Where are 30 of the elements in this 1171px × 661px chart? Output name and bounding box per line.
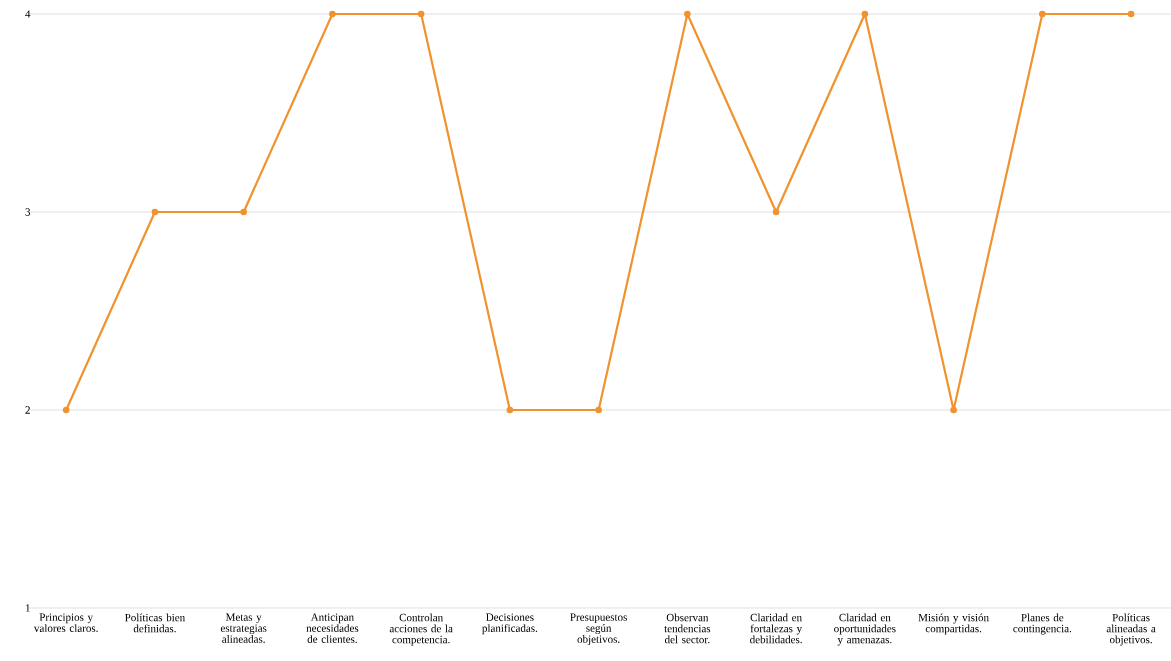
point	[1127, 10, 1135, 18]
y-tick-label: 1	[25, 604, 30, 612]
point	[240, 208, 247, 216]
point	[684, 10, 691, 18]
y-tick-label: 4	[25, 10, 31, 18]
point	[595, 406, 602, 414]
x-tick-label: Planes de contingencia.	[1013, 613, 1072, 635]
point	[861, 10, 869, 18]
y-tick-label: 2	[25, 406, 30, 414]
point	[329, 10, 336, 18]
point	[62, 406, 70, 414]
point	[417, 10, 425, 18]
x-tick-label: Misión y visión compartidas.	[918, 613, 989, 635]
point	[772, 208, 780, 216]
x-tick-label: Anticipan necesidades de clientes.	[306, 613, 359, 643]
x-tick-label: Decisiones planificadas.	[482, 613, 538, 635]
point	[950, 406, 957, 414]
x-tick-label: Claridad en fortalezas y debilidades.	[750, 613, 803, 644]
x-tick-label: Políticas alineadas a objetivos.	[1106, 613, 1156, 646]
point	[506, 406, 514, 414]
x-tick-label: Controlan acciones de la competencia.	[389, 613, 453, 646]
point	[151, 208, 159, 216]
x-tick-label: Principios y valores claros.	[33, 613, 98, 632]
x-tick-label: Observan tendencias del sector.	[664, 613, 711, 644]
x-tick-label: Claridad en oportunidades y amenazas.	[834, 613, 896, 646]
point	[1039, 10, 1046, 18]
x-tick-label: Metas y estrategias alineadas.	[220, 613, 267, 643]
x-tick-label: Presupuestos según objetivos.	[570, 613, 627, 646]
y-tick-label: 3	[25, 208, 31, 216]
x-tick-label: Políticas bien definidas.	[124, 613, 185, 633]
